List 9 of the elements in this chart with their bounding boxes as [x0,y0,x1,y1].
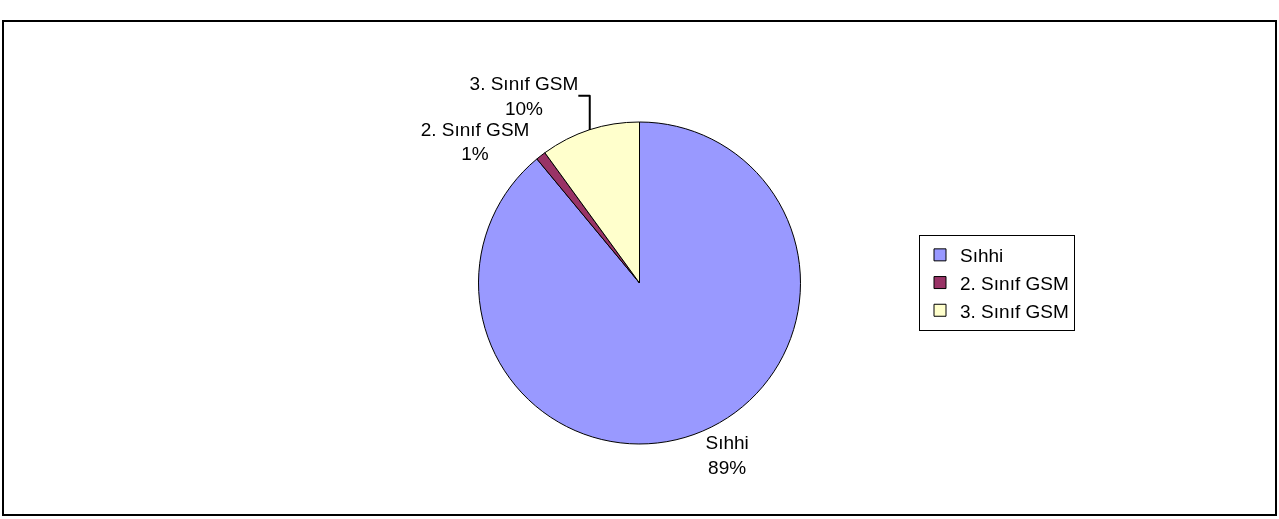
data-label: 89% [708,456,747,478]
data-label: 1% [461,143,489,165]
data-label: 10% [504,97,544,119]
legend-label: 2. Sınıf GSM [960,272,1069,294]
legend-label: Sıhhi [960,245,1004,267]
slice-label: 2. Sınıf GSM [420,118,530,140]
legend-label: 3. Sınıf GSM [960,300,1069,322]
slice-label: Sıhhi [705,431,749,453]
slice-label: 3. Sınıf GSM [469,72,579,94]
